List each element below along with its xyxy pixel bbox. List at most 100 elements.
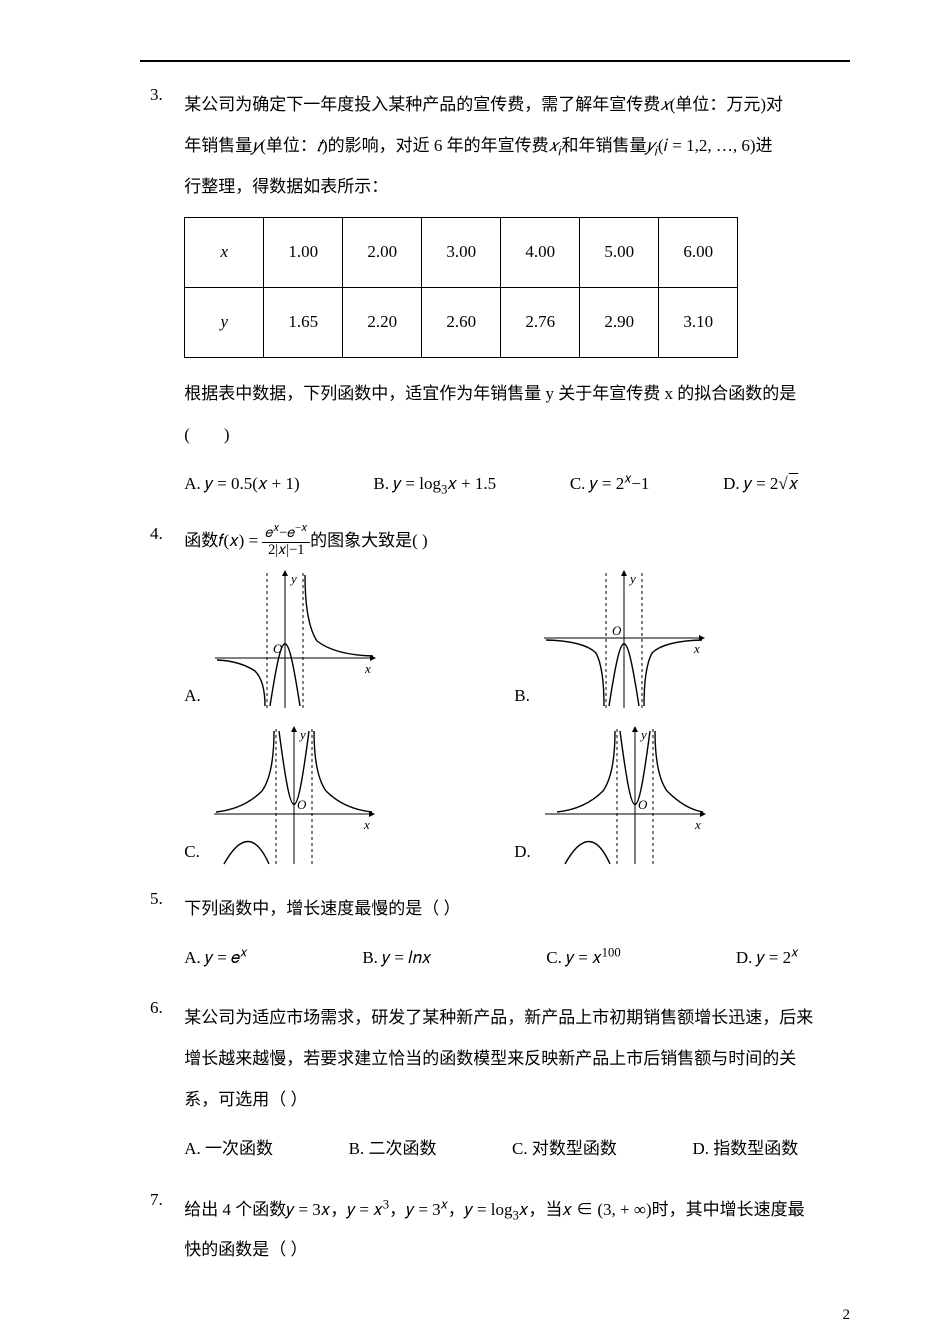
q6-l1: 某公司为适应市场需求，研发了某种新产品，新产品上市初期销售额增长迅速，后来 — [184, 1008, 813, 1027]
q3-var-x: 𝑥 — [660, 95, 669, 114]
q3-table: x 1.00 2.00 3.00 4.00 5.00 6.00 y 1.65 2… — [184, 217, 738, 358]
q3-body: 某公司为确定下一年度投入某种产品的宣传费，需了解年宣传费𝑥(单位：万元)对 年销… — [184, 85, 844, 504]
q3-opt-d: D. 𝑦 = 2√𝑥 — [723, 464, 798, 505]
q4-frac: 𝑒𝑥−𝑒−𝑥2|𝑥|−1 — [262, 526, 310, 559]
svg-text:x: x — [694, 817, 701, 832]
q4-body: 函数𝑓(𝑥) = 𝑒𝑥−𝑒−𝑥2|𝑥|−1的图象大致是( ) A. y x — [184, 524, 844, 868]
t: A. 𝑦 = 𝑒 — [184, 948, 240, 967]
label-c: C. — [184, 835, 200, 869]
q5-number: 5. — [150, 889, 180, 909]
q4-graph-a: A. y x O — [184, 563, 504, 713]
cell: 2.00 — [343, 218, 422, 288]
q3-opt-a: A. 𝑦 = 0.5(𝑥 + 1) — [184, 464, 299, 505]
cell: 1.00 — [264, 218, 343, 288]
q3-after: 根据表中数据，下列函数中，适宜作为年销售量 y 关于年宣传费 x 的拟合函数的是 — [184, 384, 796, 403]
graph-c-svg: y x O — [204, 719, 384, 869]
s: 𝑥 — [441, 1197, 448, 1211]
graph-a-svg: y x O — [205, 563, 385, 713]
q5-text: 下列函数中，增长速度最慢的是（ ） — [184, 899, 460, 918]
q3-line2: 年销售量𝑦(单位：𝑡)的影响，对近 6 年的年宣传费𝑥𝑖和年销售量𝑦𝑖(𝑖 = … — [184, 136, 772, 155]
q5-body: 下列函数中，增长速度最慢的是（ ） A. 𝑦 = 𝑒𝑥 B. 𝑦 = 𝑙𝑛𝑥 C… — [184, 889, 844, 979]
s: 𝑥 — [791, 945, 798, 959]
q7-line2: 快的函数是（ ） — [184, 1240, 307, 1259]
table-row: x 1.00 2.00 3.00 4.00 5.00 6.00 — [185, 218, 738, 288]
question-7: 7. 给出 4 个函数𝑦 = 3𝑥，𝑦 = 𝑥3，𝑦 = 3𝑥，𝑦 = log3… — [150, 1190, 850, 1272]
cell: 5.00 — [580, 218, 659, 288]
q5-opt-c: C. 𝑦 = 𝑥100 — [546, 938, 620, 979]
cell: 2.60 — [422, 288, 501, 358]
svg-text:O: O — [638, 797, 648, 812]
q3-line3: 行整理，得数据如表所示： — [184, 177, 388, 196]
den: 2|𝑥|−1 — [262, 543, 310, 559]
s: 𝑥 — [240, 945, 247, 959]
q6-opt-b: B. 二次函数 — [349, 1129, 437, 1170]
rad: 𝑥 — [788, 474, 798, 493]
q4-graph-d: D. y x O — [514, 719, 834, 869]
cell: 4.00 — [501, 218, 580, 288]
graph-d-svg: y x O — [535, 719, 715, 869]
q5-opt-d: D. 𝑦 = 2𝑥 — [736, 938, 798, 979]
q7-line1: 给出 4 个函数𝑦 = 3𝑥，𝑦 = 𝑥3，𝑦 = 3𝑥，𝑦 = log3𝑥，当… — [184, 1200, 804, 1219]
t: 𝑥 + 1.5 — [447, 474, 496, 493]
q3-t1b: (单位：万元)对 — [670, 95, 783, 114]
cell: 6.00 — [659, 218, 738, 288]
t: D. 𝑦 = 2 — [736, 948, 791, 967]
svg-text:O: O — [612, 623, 622, 638]
q6-body: 某公司为适应市场需求，研发了某种新产品，新产品上市初期销售额增长迅速，后来 增长… — [184, 998, 844, 1169]
q6-l2: 增长越来越慢，若要求建立恰当的函数模型来反映新产品上市后销售额与时间的关 — [184, 1049, 796, 1068]
q5-opt-b: B. 𝑦 = 𝑙𝑛𝑥 — [362, 938, 431, 979]
question-6: 6. 某公司为适应市场需求，研发了某种新产品，新产品上市初期销售额增长迅速，后来… — [150, 998, 850, 1169]
q4-tb: 的图象大致是( ) — [310, 531, 428, 550]
t: 𝑒 — [265, 525, 273, 541]
q3-var-xi: 𝑥 — [549, 136, 558, 155]
q4-graph-c: C. y x O — [184, 719, 504, 869]
q3-line1: 某公司为确定下一年度投入某种产品的宣传费，需了解年宣传费𝑥(单位：万元)对 — [184, 95, 783, 114]
s: −𝑥 — [295, 522, 307, 534]
cell: 1.65 — [264, 288, 343, 358]
q3-t2b: (单位： — [260, 136, 317, 155]
q7-body: 给出 4 个函数𝑦 = 3𝑥，𝑦 = 𝑥3，𝑦 = 3𝑥，𝑦 = log3𝑥，当… — [184, 1190, 844, 1272]
q6-opt-d: D. 指数型函数 — [692, 1129, 798, 1170]
q4-fx: 𝑓(𝑥) = — [218, 531, 262, 550]
s: 100 — [602, 945, 621, 959]
q6-opt-c: C. 对数型函数 — [512, 1129, 617, 1170]
q3-t2a: 年销售量 — [184, 136, 252, 155]
q3-var-y: 𝑦 — [252, 136, 260, 155]
label-b: B. — [514, 679, 530, 713]
q3-t1: 某公司为确定下一年度投入某种产品的宣传费，需了解年宣传费 — [184, 95, 660, 114]
label-a: A. — [184, 679, 201, 713]
svg-text:x: x — [363, 817, 370, 832]
cell: 2.20 — [343, 288, 422, 358]
question-5: 5. 下列函数中，增长速度最慢的是（ ） A. 𝑦 = 𝑒𝑥 B. 𝑦 = 𝑙𝑛… — [150, 889, 850, 979]
svg-text:y: y — [628, 571, 636, 586]
num: 𝑒𝑥−𝑒−𝑥 — [262, 526, 310, 543]
svg-text:x: x — [364, 661, 371, 676]
cell-y: y — [185, 288, 264, 358]
cell: 2.76 — [501, 288, 580, 358]
q4-number: 4. — [150, 524, 180, 544]
svg-text:x: x — [693, 641, 700, 656]
q3-number: 3. — [150, 85, 180, 105]
content-area: 3. 某公司为确定下一年度投入某种产品的宣传费，需了解年宣传费𝑥(单位：万元)对… — [150, 85, 850, 1291]
label-d: D. — [514, 835, 531, 869]
svg-text:y: y — [298, 727, 306, 742]
t: ，𝑦 = log — [448, 1200, 513, 1219]
question-3: 3. 某公司为确定下一年度投入某种产品的宣传费，需了解年宣传费𝑥(单位：万元)对… — [150, 85, 850, 504]
t: C. 𝑦 = 2 — [570, 474, 624, 493]
q6-number: 6. — [150, 998, 180, 1018]
q4-graph-b: B. y x O — [514, 563, 834, 713]
q3-t2d: 和年销售量 — [562, 136, 647, 155]
question-4: 4. 函数𝑓(𝑥) = 𝑒𝑥−𝑒−𝑥2|𝑥|−1的图象大致是( ) A. y — [150, 524, 850, 868]
cell: 3.10 — [659, 288, 738, 358]
q6-l3: 系，可选用（ ） — [184, 1090, 307, 1109]
q3-paren: ( ) — [184, 425, 229, 444]
q3-opt-b: B. 𝑦 = log3𝑥 + 1.5 — [373, 464, 496, 505]
t: 给出 4 个函数𝑦 = 3𝑥，𝑦 = 𝑥 — [184, 1200, 383, 1219]
t: C. 𝑦 = 𝑥 — [546, 948, 601, 967]
graph-b-svg: y x O — [534, 563, 714, 713]
q5-opt-a: A. 𝑦 = 𝑒𝑥 — [184, 938, 247, 979]
q4-graph-grid: A. y x O — [184, 563, 844, 869]
t: −𝑒 — [279, 525, 295, 541]
cell-x: x — [185, 218, 264, 288]
q3-options: A. 𝑦 = 0.5(𝑥 + 1) B. 𝑦 = log3𝑥 + 1.5 C. … — [184, 464, 824, 505]
